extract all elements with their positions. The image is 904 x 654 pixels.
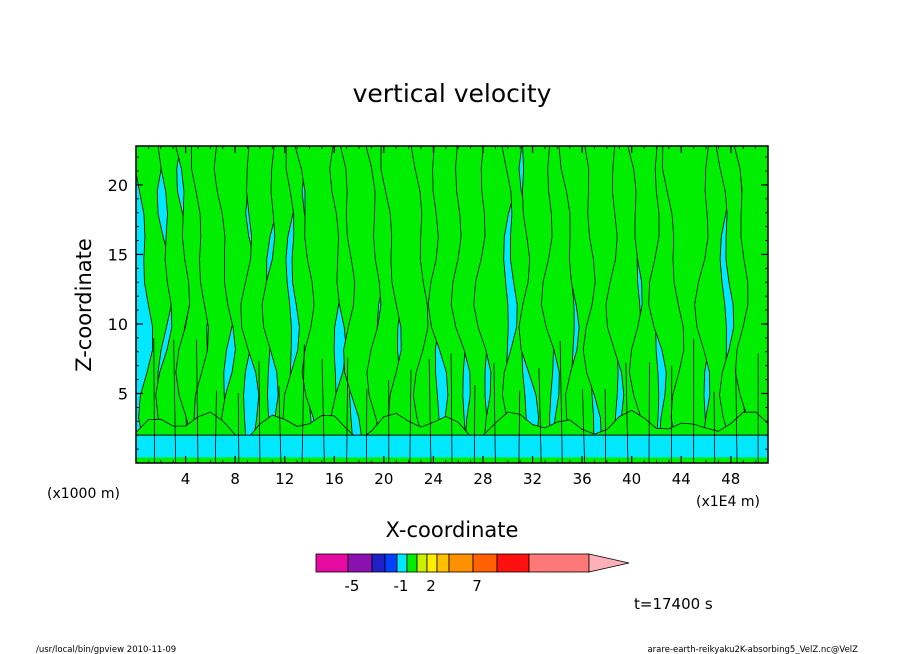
- updraft-plume: [733, 146, 768, 463]
- updraft-core-contour: [493, 363, 496, 463]
- updraft-core-contour: [713, 391, 716, 463]
- x-axis-label: X-coordinate: [386, 518, 519, 542]
- updraft-core-contour: [582, 389, 585, 463]
- x-axis-unit-left: (x1000 m): [47, 486, 120, 502]
- x-tick-label: 28: [473, 470, 492, 488]
- updraft-core-contour: [625, 362, 629, 463]
- x-tick-label: 12: [275, 470, 294, 488]
- x-tick-label: 32: [523, 470, 542, 488]
- colorbar-tick-label: 2: [426, 577, 436, 595]
- colorbar-swatch: [371, 553, 386, 573]
- colorbar-swatch: [406, 553, 418, 573]
- plot-area: [135, 145, 769, 464]
- y-axis-label: Z-coordinate: [72, 238, 96, 372]
- x-tick-label: 4: [181, 470, 191, 488]
- colorbar-swatch: [396, 553, 408, 573]
- y-tick-label: 10: [108, 315, 128, 334]
- updraft-core-contour: [214, 390, 217, 463]
- footer-right: arare-earth-reikyaku2K-absorbing5_VelZ.n…: [647, 645, 858, 654]
- colorbar-swatch: [347, 553, 373, 573]
- x-tick-label: 44: [672, 470, 691, 488]
- colorbar-tick-label: -5: [345, 577, 360, 595]
- colorbar-swatch: [448, 553, 474, 573]
- updraft-core-contour: [735, 368, 738, 463]
- updraft-plume: [261, 146, 302, 463]
- updraft-core-contour: [173, 339, 177, 463]
- y-tick-label: 20: [108, 176, 128, 195]
- colorbar-extend-arrow: [588, 553, 630, 573]
- updraft-plume: [136, 146, 174, 463]
- y-axis: 5 10 15 20: [108, 156, 768, 450]
- colorbar-swatch: [416, 553, 428, 573]
- time-label: t=17400 s: [634, 595, 713, 613]
- y-tick-label: 5: [118, 384, 128, 403]
- updraft-core-contour: [153, 338, 155, 463]
- updraft-core-contour: [301, 344, 305, 463]
- colorbar-swatch: [436, 553, 450, 573]
- updraft-core-contour: [604, 389, 607, 463]
- updraft-core-contour: [450, 353, 453, 463]
- colorbar-swatch: [528, 553, 590, 573]
- colorbar-swatch: [315, 553, 349, 573]
- updraft-plume: [213, 146, 261, 463]
- updraft-core-contour: [321, 359, 325, 463]
- updraft-core-contour: [346, 357, 349, 463]
- updraft-core-contour: [559, 340, 563, 463]
- x-tick-label: 36: [573, 470, 592, 488]
- updraft-core-contour: [196, 339, 199, 463]
- updraft-core-contour: [258, 361, 261, 463]
- colorbar-swatch: [472, 553, 498, 573]
- x-tick-label: 40: [622, 470, 641, 488]
- x-tick-label: 48: [721, 470, 740, 488]
- plot-frame: [135, 145, 769, 464]
- updraft-core-contour: [237, 393, 240, 463]
- footer-left: /usr/local/bin/gpview 2010-11-09: [36, 645, 176, 654]
- updraft-core-contour: [428, 358, 432, 463]
- colorbar-swatch: [384, 553, 398, 573]
- x-tick-label: 16: [325, 470, 344, 488]
- colorbar-tick-label: -1: [394, 577, 409, 595]
- chart-title: vertical velocity: [353, 79, 552, 108]
- updraft-core-contour: [518, 390, 521, 463]
- colorbar-tick-label: 7: [472, 577, 482, 595]
- x-tick-label: 20: [374, 470, 393, 488]
- colorbar-swatch: [496, 553, 530, 573]
- updraft-core-contour: [278, 386, 282, 463]
- updraft-core-contour: [538, 368, 542, 463]
- x-axis: 4 8 12 16 20 24 28 32 36 40 44 48: [147, 146, 769, 488]
- colorbar-swatch: [426, 553, 438, 573]
- x-axis-unit-right: (x1E4 m): [696, 494, 760, 510]
- x-tick-label: 24: [424, 470, 443, 488]
- updraft-core-contour: [409, 369, 412, 463]
- updraft-plume: [191, 146, 239, 463]
- colorbar: -5 -1 2 7: [315, 553, 630, 595]
- updraft-core-contour: [473, 385, 476, 463]
- contour-field: [136, 146, 768, 463]
- y-tick-label: 15: [108, 245, 128, 264]
- updraft-plume: [662, 146, 722, 463]
- x-tick-label: 8: [230, 470, 240, 488]
